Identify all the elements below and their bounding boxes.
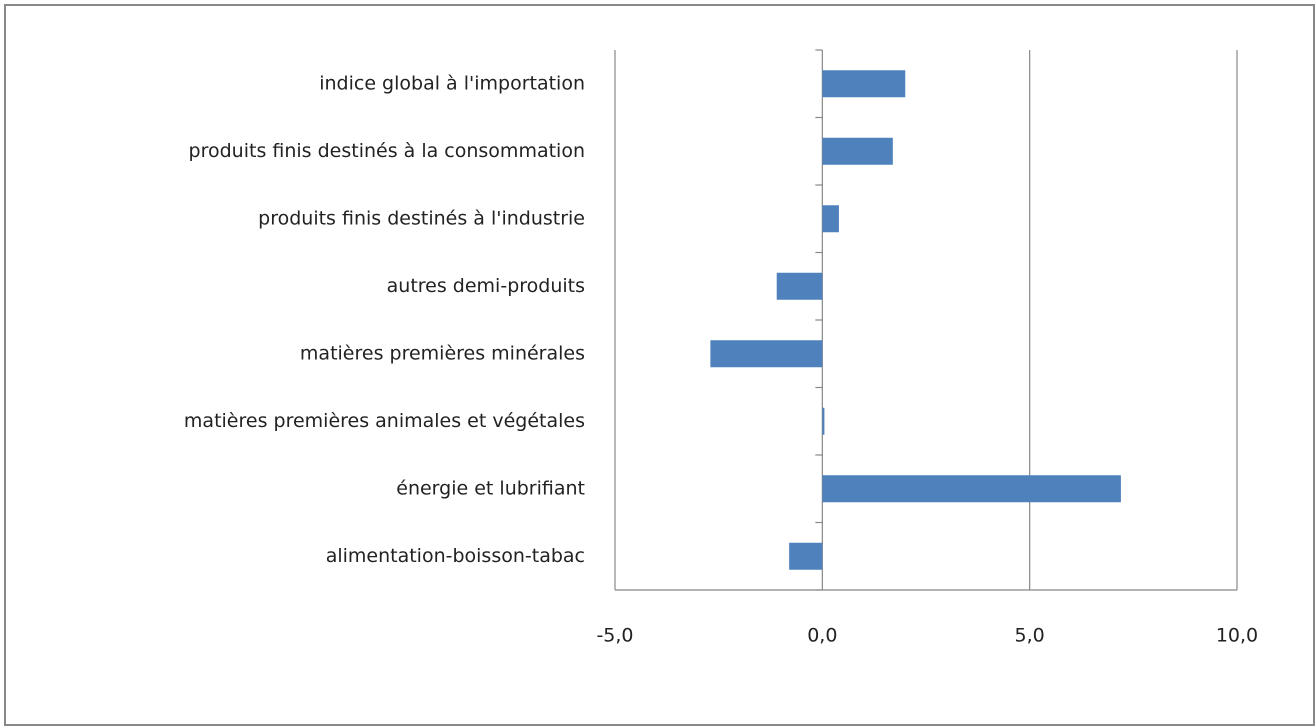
bar	[710, 340, 823, 368]
y-tick-label: énergie et lubrifiant	[396, 477, 585, 499]
y-tick-label: matières premières animales et végétales	[184, 410, 585, 432]
bar	[822, 137, 893, 165]
bar	[822, 407, 825, 435]
bar	[822, 475, 1121, 503]
y-tick-label: indice global à l'importation	[319, 72, 585, 94]
x-tick-label: 0,0	[807, 625, 837, 647]
bar	[822, 70, 906, 98]
x-tick-label: 5,0	[1015, 625, 1045, 647]
chart-frame	[4, 4, 1315, 726]
x-tick-label: 10,0	[1216, 625, 1258, 647]
y-tick-label: matières premières minérales	[300, 342, 585, 364]
y-tick-label: produits finis destinés à la consommatio…	[189, 140, 585, 162]
y-tick-label: produits finis destinés à l'industrie	[258, 207, 585, 229]
bar	[789, 542, 823, 570]
bar	[822, 205, 839, 233]
y-tick-label: autres demi-produits	[387, 275, 585, 297]
x-tick-label: -5,0	[596, 625, 633, 647]
y-tick-label: alimentation-boisson-tabac	[326, 545, 585, 567]
bar	[776, 272, 823, 300]
